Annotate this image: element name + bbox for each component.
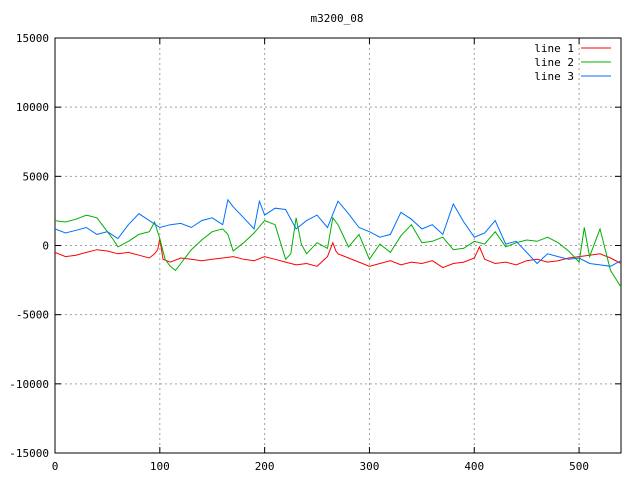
y-tick-label: -5000: [16, 309, 49, 322]
legend-label-2: line 2: [534, 56, 574, 69]
series-line-2: [54, 214, 622, 288]
x-tick-label: 400: [464, 460, 484, 473]
y-tick-label: 0: [42, 240, 49, 253]
y-tick-label: 5000: [23, 170, 50, 183]
x-tick-label: 200: [255, 460, 275, 473]
grid: [55, 38, 621, 453]
axis-ticks: 0 100 200 300 400 500 -15000 -10000 -5000 0 5000 10…: [9, 32, 621, 473]
legend-label-3: line 3: [534, 70, 574, 83]
series-line-3: [54, 198, 622, 267]
x-tick-label: 500: [569, 460, 589, 473]
y-tick-label: 10000: [16, 101, 49, 114]
legend-label-1: line 1: [534, 42, 574, 55]
x-tick-label: 0: [52, 460, 59, 473]
x-tick-label: 100: [150, 460, 170, 473]
y-tick-label: -15000: [9, 447, 49, 460]
y-tick-label: -10000: [9, 378, 49, 391]
series-group: [54, 198, 622, 288]
y-tick-label: 15000: [16, 32, 49, 45]
series-line-1: [54, 238, 622, 269]
x-tick-label: 300: [360, 460, 380, 473]
chart-title: m3200_08: [311, 12, 364, 25]
